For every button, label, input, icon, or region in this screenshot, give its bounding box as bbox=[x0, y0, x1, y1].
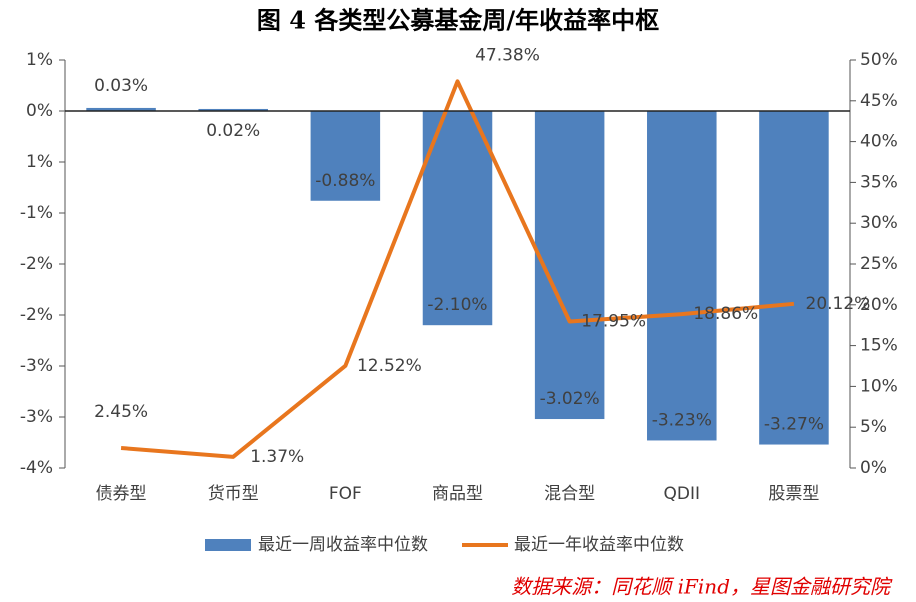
bar-label: 0.03% bbox=[94, 76, 148, 96]
y2-tick-label: 20% bbox=[860, 295, 898, 315]
bar bbox=[759, 111, 829, 445]
legend-swatch bbox=[205, 539, 251, 551]
y-tick-label: 1% bbox=[26, 152, 53, 172]
bar-label: 0.02% bbox=[206, 121, 260, 141]
x-tick-label: QDII bbox=[664, 484, 701, 504]
y-tick-label: -2% bbox=[20, 254, 53, 274]
line bbox=[120, 79, 795, 459]
bar bbox=[86, 107, 156, 111]
bar-label: -2.10% bbox=[427, 295, 487, 315]
chart-title: 图 4 各类型公募基金周/年收益率中枢 bbox=[257, 6, 659, 35]
y2-tick-label: 25% bbox=[860, 254, 898, 274]
bar-label: -0.88% bbox=[315, 171, 375, 191]
bar bbox=[198, 108, 268, 111]
x-tick-label: 股票型 bbox=[768, 484, 819, 504]
y2-tick-label: 10% bbox=[860, 376, 898, 396]
y2-tick-label: 0% bbox=[860, 458, 887, 478]
y2-tick-label: 30% bbox=[860, 213, 898, 233]
y-tick-label: 0% bbox=[26, 101, 53, 121]
line-label: 20.12% bbox=[806, 294, 871, 314]
y-tick-label: -4% bbox=[20, 458, 53, 478]
y2-tick-label: 15% bbox=[860, 336, 898, 356]
bar bbox=[310, 111, 381, 201]
bar-label: -3.27% bbox=[764, 415, 824, 435]
y-tick-label: -3% bbox=[20, 407, 53, 427]
line-label: 17.95% bbox=[581, 312, 646, 332]
bar bbox=[647, 111, 717, 441]
bar bbox=[534, 111, 605, 420]
line-label: 2.45% bbox=[94, 402, 148, 422]
line-label: 1.37% bbox=[250, 447, 304, 467]
bar bbox=[422, 111, 493, 326]
y2-tick-label: 40% bbox=[860, 132, 898, 152]
legend-label: 最近一周收益率中位数 bbox=[258, 535, 428, 555]
x-tick-label: FOF bbox=[329, 484, 362, 504]
y2-tick-label: 45% bbox=[860, 91, 898, 111]
line-label: 47.38% bbox=[475, 45, 540, 65]
bar-label: -3.23% bbox=[652, 410, 712, 430]
y-tick-label: -2% bbox=[20, 305, 53, 325]
y2-tick-label: 35% bbox=[860, 172, 898, 192]
y-tick-label: -3% bbox=[20, 356, 53, 376]
x-tick-label: 债券型 bbox=[96, 484, 147, 504]
y2-tick-label: 50% bbox=[860, 50, 898, 70]
x-tick-label: 商品型 bbox=[432, 484, 483, 504]
line-label: 18.86% bbox=[693, 304, 758, 324]
y-tick-label: -1% bbox=[20, 203, 53, 223]
y-tick-label: 1% bbox=[26, 50, 53, 70]
x-tick-label: 混合型 bbox=[544, 484, 595, 504]
legend-label: 最近一年收益率中位数 bbox=[514, 535, 684, 555]
source-note: 数据来源：同花顺 iFind，星图金融研究院 bbox=[511, 575, 893, 599]
bar-label: -3.02% bbox=[540, 389, 600, 409]
line-label: 12.52% bbox=[357, 356, 422, 376]
y2-tick-label: 5% bbox=[860, 417, 887, 437]
x-tick-label: 货币型 bbox=[208, 484, 259, 504]
